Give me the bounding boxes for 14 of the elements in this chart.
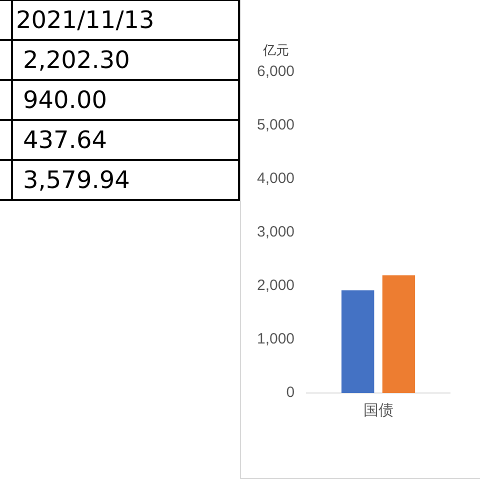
text: 2,202.30 bbox=[23, 46, 130, 74]
text: 940.00 bbox=[23, 86, 107, 114]
x-tick-label: 国债 bbox=[363, 402, 394, 420]
y-tick-label: 5,000 bbox=[256, 116, 295, 134]
text: 3,579.94 bbox=[23, 166, 130, 194]
y-axis-title: 亿元 bbox=[262, 42, 289, 58]
y-tick-label: 4,000 bbox=[256, 170, 295, 188]
y-tick-label: 0 bbox=[286, 384, 295, 402]
text: 437.64 bbox=[23, 126, 107, 154]
y-tick-label: 2,000 bbox=[256, 277, 295, 294]
y-tick-label: 1,000 bbox=[256, 330, 295, 348]
text: 2021/11/13 bbox=[16, 6, 154, 34]
y-tick-label: 3,000 bbox=[256, 224, 295, 241]
y-tick-label: 6,000 bbox=[256, 63, 295, 80]
